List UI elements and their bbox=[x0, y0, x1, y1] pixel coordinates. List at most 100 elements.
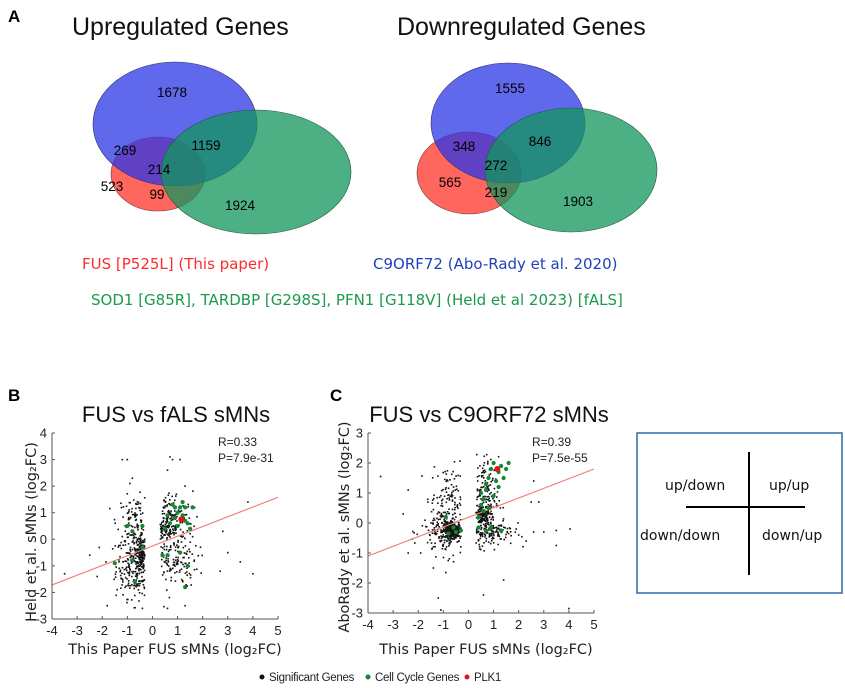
scatter-plot-c: FUS vs C9ORF72 sMNs R=0.39 P=7.5e-55 Thi… bbox=[337, 402, 609, 658]
point-significant bbox=[490, 503, 492, 506]
point-significant bbox=[167, 511, 169, 513]
point-significant bbox=[131, 570, 133, 573]
point-significant bbox=[436, 496, 438, 499]
point-significant bbox=[488, 516, 491, 518]
point-significant bbox=[490, 533, 493, 536]
point-significant bbox=[485, 498, 488, 501]
point-significant bbox=[478, 495, 481, 497]
point-significant bbox=[128, 572, 131, 574]
point-significant bbox=[134, 570, 137, 573]
point-significant bbox=[174, 499, 176, 502]
point-significant bbox=[482, 501, 485, 504]
point-significant bbox=[476, 489, 479, 492]
point-significant bbox=[167, 561, 170, 563]
point-significant bbox=[143, 586, 145, 588]
point-significant bbox=[438, 536, 440, 538]
point-significant bbox=[193, 560, 195, 562]
point-significant bbox=[138, 542, 141, 544]
x-tick-label: -2 bbox=[96, 623, 108, 638]
point-significant bbox=[506, 530, 508, 533]
point-significant bbox=[171, 495, 173, 498]
point-significant bbox=[140, 534, 142, 536]
point-significant bbox=[138, 554, 141, 557]
point-significant bbox=[121, 584, 123, 586]
quadrant-bottom-left: down/down bbox=[640, 528, 720, 544]
point-significant bbox=[492, 532, 495, 535]
point-significant bbox=[440, 514, 443, 516]
point-significant bbox=[453, 528, 455, 531]
point-significant bbox=[166, 607, 169, 610]
point-significant bbox=[444, 521, 447, 524]
point-significant bbox=[175, 556, 177, 559]
point-significant bbox=[119, 570, 121, 573]
point-significant bbox=[480, 534, 482, 536]
point-significant bbox=[442, 556, 445, 559]
point-significant bbox=[177, 550, 179, 553]
point-significant bbox=[437, 475, 439, 477]
point-significant bbox=[106, 604, 108, 607]
point-significant bbox=[166, 525, 169, 528]
point-significant bbox=[200, 572, 202, 574]
point-significant bbox=[187, 505, 190, 508]
point-significant bbox=[477, 467, 479, 469]
point-significant bbox=[184, 537, 186, 540]
point-significant bbox=[179, 521, 182, 524]
point-significant bbox=[480, 475, 483, 477]
point-significant bbox=[120, 506, 123, 509]
point-plk1 bbox=[178, 516, 185, 523]
point-significant bbox=[490, 480, 492, 483]
point-significant bbox=[128, 564, 130, 567]
point-significant bbox=[480, 513, 483, 515]
point-significant bbox=[484, 527, 487, 530]
point-significant bbox=[142, 529, 145, 531]
point-significant bbox=[161, 527, 163, 530]
point-significant bbox=[445, 513, 448, 515]
point-cell-cycle bbox=[112, 561, 117, 566]
point-significant bbox=[169, 456, 171, 458]
point-significant bbox=[442, 488, 444, 491]
point-significant bbox=[488, 493, 491, 495]
point-significant bbox=[454, 489, 456, 491]
point-significant bbox=[128, 510, 130, 513]
point-significant bbox=[460, 527, 462, 529]
point-cell-cycle bbox=[185, 521, 190, 526]
point-significant bbox=[483, 527, 486, 530]
point-significant bbox=[448, 526, 450, 528]
point-significant bbox=[543, 531, 545, 533]
point-significant bbox=[451, 508, 454, 511]
point-significant bbox=[434, 546, 436, 548]
point-significant bbox=[447, 537, 449, 540]
point-cell-cycle bbox=[478, 502, 484, 508]
point-significant bbox=[125, 566, 128, 568]
point-significant bbox=[129, 568, 131, 571]
point-significant bbox=[487, 486, 489, 488]
y-tick-label: 3 bbox=[356, 426, 363, 441]
point-significant bbox=[195, 568, 198, 570]
point-significant bbox=[482, 523, 485, 526]
point-significant bbox=[182, 580, 184, 583]
point-significant bbox=[442, 471, 444, 474]
point-significant bbox=[138, 580, 140, 583]
point-cell-cycle bbox=[481, 508, 486, 514]
point-significant bbox=[479, 494, 481, 497]
point-significant bbox=[484, 520, 487, 523]
point-significant bbox=[138, 565, 141, 568]
point-significant bbox=[475, 511, 477, 514]
point-significant bbox=[134, 549, 137, 552]
point-significant bbox=[487, 503, 490, 506]
point-significant bbox=[480, 524, 482, 527]
point-significant bbox=[476, 498, 478, 501]
point-significant bbox=[454, 501, 456, 504]
point-significant bbox=[170, 514, 173, 516]
point-significant bbox=[431, 502, 434, 504]
point-significant bbox=[445, 534, 448, 537]
point-significant bbox=[438, 537, 440, 540]
point-significant bbox=[133, 579, 135, 581]
point-significant bbox=[172, 561, 175, 564]
point-significant bbox=[164, 523, 167, 526]
point-significant bbox=[452, 517, 454, 519]
y-tick-label: 1 bbox=[356, 486, 363, 501]
point-significant bbox=[171, 518, 174, 521]
point-significant bbox=[459, 537, 461, 539]
point-significant bbox=[480, 508, 483, 510]
